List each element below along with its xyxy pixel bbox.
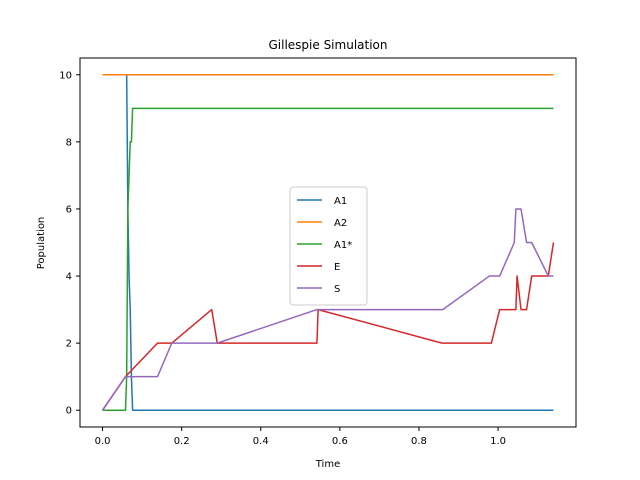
x-tick-label: 0.0 — [95, 436, 111, 447]
series-line-s — [101, 208, 554, 411]
x-tick-label: 0.6 — [332, 436, 348, 447]
y-tick-label: 0 — [66, 406, 72, 417]
legend-entry-label: A1 — [334, 196, 347, 207]
x-tick-label: 0.8 — [411, 436, 427, 447]
series-line-e — [101, 242, 555, 411]
y-tick-label: 4 — [66, 272, 72, 283]
series-line-a1 — [102, 74, 554, 411]
y-tick-label: 2 — [66, 339, 72, 350]
y-tick-label: 10 — [59, 70, 72, 81]
legend-entry-label: S — [334, 284, 340, 295]
legend-entry-label: A2 — [334, 218, 347, 229]
x-tick-label: 0.4 — [253, 436, 269, 447]
x-tick-label: 0.2 — [174, 436, 190, 447]
x-axis-label: Time — [315, 459, 340, 470]
chart-title: Gillespie Simulation — [268, 38, 387, 52]
ticks-layer: 0.0 0.2 0.4 0.6 0.8 1.0 0 2 4 6 8 10 — [59, 70, 506, 447]
axes-frame — [79, 57, 577, 428]
y-tick-label: 6 — [66, 204, 72, 215]
series-layer — [101, 74, 555, 411]
legend-box — [289, 186, 368, 306]
y-axis-label: Population — [36, 217, 47, 270]
series-line-a1-star — [102, 107, 554, 411]
y-tick-label: 8 — [66, 137, 72, 148]
legend-entry-label: E — [334, 262, 340, 273]
legend: A1 A2 A1* ES — [289, 186, 368, 306]
legend-entry-label: A1* — [334, 240, 352, 251]
x-tick-label: 1.0 — [490, 436, 506, 447]
